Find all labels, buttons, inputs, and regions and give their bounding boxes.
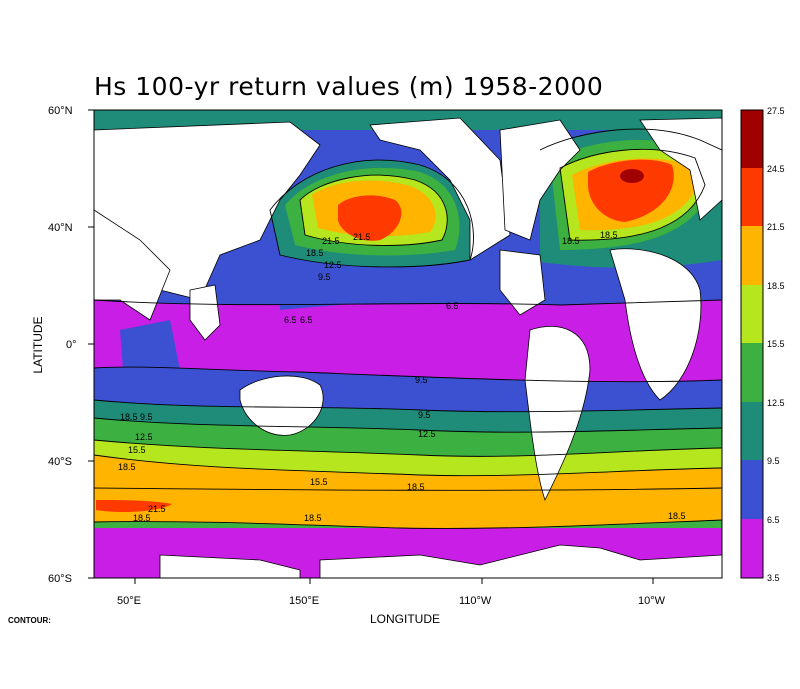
colorbar-segment [741,519,763,578]
colorbar-segment [741,402,763,460]
xtick-110w: 110°W [459,595,492,607]
contour-label: 12.5 [135,432,153,442]
contour-label: 6.5 [446,301,459,311]
band-18-5-south [94,440,722,476]
contour-label: 18.5 [407,482,425,492]
colorbar-label: 24.5 [767,164,785,174]
colorbar-label: 18.5 [767,281,785,291]
contour-lines [94,128,722,529]
contour-label: 6.5 [300,315,313,325]
colorbar-segment [741,226,763,285]
xtick-150e: 150°E [289,595,319,607]
colorbar-segment [741,168,763,226]
colorbar-label: 27.5 [767,106,785,116]
contour-label: 18.5 [306,248,324,258]
colorbar-label: 15.5 [767,339,785,349]
x-axis-title: LONGITUDE [370,612,441,626]
contour-label: 9.5 [415,375,428,385]
ytick-40n: 40°N [48,222,73,234]
ytick-60n: 60°N [48,105,73,117]
contour-label: 9.5 [318,272,331,282]
contour-label: 9.5 [418,410,431,420]
contour-label: 9.5 [140,412,153,422]
contour-label: 12.5 [324,260,342,270]
contour-label: 21.5 [148,504,166,514]
colorbar-label: 21.5 [767,222,785,232]
contour-label: 6.5 [284,315,297,325]
colorbar: 27.5 24.5 21.5 18.5 15.5 12.5 9.5 6.5 3.… [740,106,785,583]
contour-value-labels: 21.5 18.5 12.5 9.5 6.5 9.5 18.5 6.5 9.5 … [118,230,686,523]
contour-label: 18.5 [562,236,580,246]
colorbar-label: 6.5 [767,515,780,525]
colorbar-label: 12.5 [767,398,785,408]
band-southern-ocean [94,455,722,529]
land [94,117,722,578]
contour-label: 18.5 [668,511,686,521]
colorbar-segment [741,460,763,519]
colorbar-label: 9.5 [767,456,780,466]
map-title: Hs 100-yr return values (m) 1958-2000 [94,72,604,101]
xtick-50e: 50°E [117,595,141,607]
xtick-10w: 10°W [638,595,666,607]
south-indian-max [96,500,172,512]
axis-ticks [88,109,654,584]
y-axis-title: LATITUDE [31,316,45,374]
contour-label: 18.5 [133,513,151,523]
colorbar-label: 3.5 [767,573,780,583]
colorbar-segment [741,285,763,343]
contour-label: 12.5 [418,429,436,439]
contour-caption: CONTOUR: [8,616,51,625]
contour-label: 15.5 [310,477,328,487]
contour-label: 21.5 [322,236,340,246]
contour-label: 21.5 [353,232,371,242]
colorbar-segment [741,110,763,168]
ytick-0: 0° [66,339,77,351]
contour-label: 15.5 [128,445,146,455]
contour-label: 18.5 [118,462,136,472]
contour-label: 18.5 [304,513,322,523]
contour-field [94,110,722,578]
contour-label: 18.5 [120,412,138,422]
contour-label: 18.5 [600,230,618,240]
colorbar-segment [741,343,763,402]
ytick-60s: 60°S [48,573,72,585]
ytick-40s: 40°S [48,456,72,468]
